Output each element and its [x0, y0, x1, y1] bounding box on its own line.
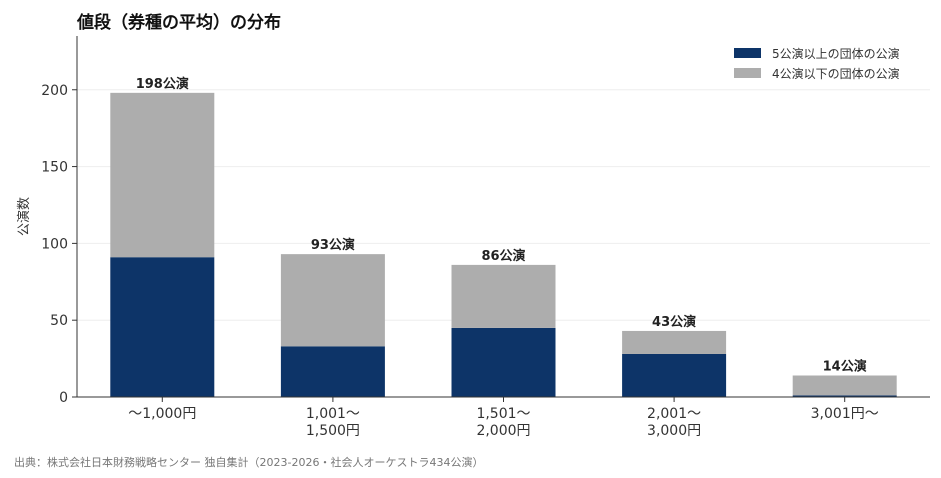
- x-tick-label: 1,500円: [306, 423, 360, 439]
- data-labels: 198公演 93公演 86公演 43公演 14公演: [136, 76, 867, 375]
- axes: 0 50 100 150 200 公演数〜1,000円 1,001〜1,500円 1,501〜…: [16, 36, 930, 439]
- x-tick-label: 3,000円: [647, 423, 701, 439]
- legend: 5公演以上の団体の公演 4公演以下の団体の公演: [734, 46, 900, 81]
- x-tick-label: 〜1,000円: [128, 406, 196, 422]
- bar-segment-4minus: [451, 264, 556, 328]
- x-tick-label: 1,001〜: [306, 406, 360, 422]
- bar-segment-5plus: [792, 395, 897, 397]
- bar-segment-5plus: [110, 257, 215, 397]
- bar-segment-5plus: [451, 327, 556, 397]
- legend-label: 5公演以上の団体の公演: [772, 46, 900, 61]
- y-tick-label: 200: [41, 83, 68, 99]
- bar-segment-4minus: [110, 92, 215, 258]
- bar-segment-5plus: [622, 353, 727, 397]
- y-tick-label: 150: [41, 160, 68, 176]
- bar-total-label: 86公演: [481, 248, 525, 264]
- bar-segment-4minus: [622, 330, 727, 354]
- y-tick-label: 0: [59, 390, 68, 406]
- bar-total-label: 14公演: [823, 358, 867, 374]
- x-tick-label: 2,000円: [476, 423, 530, 439]
- source-note: 出典：株式会社日本財務戦略センター 独自集計（2023-2026・社会人オーケス…: [14, 456, 484, 469]
- bar-segment-4minus: [280, 254, 385, 347]
- x-tick-label: 1,501〜: [476, 406, 530, 422]
- bar-total-label: 198公演: [136, 76, 189, 92]
- legend-label: 4公演以下の団体の公演: [772, 66, 900, 81]
- legend-swatch: [734, 48, 761, 58]
- bar-total-label: 93公演: [311, 237, 355, 253]
- legend-swatch: [734, 68, 761, 78]
- bar-segment-5plus: [280, 346, 385, 397]
- x-tick-label: 3,001円〜: [811, 406, 879, 422]
- x-tick-label: 2,001〜: [647, 406, 701, 422]
- bar-segment-4minus: [792, 375, 897, 396]
- y-tick-label: 50: [50, 313, 68, 329]
- bars: [110, 92, 897, 397]
- y-axis-label: 公演数: [16, 197, 32, 236]
- chart-title: 値段（券種の平均）の分布: [77, 13, 281, 33]
- bar-total-label: 43公演: [652, 314, 696, 330]
- y-tick-label: 100: [41, 236, 68, 252]
